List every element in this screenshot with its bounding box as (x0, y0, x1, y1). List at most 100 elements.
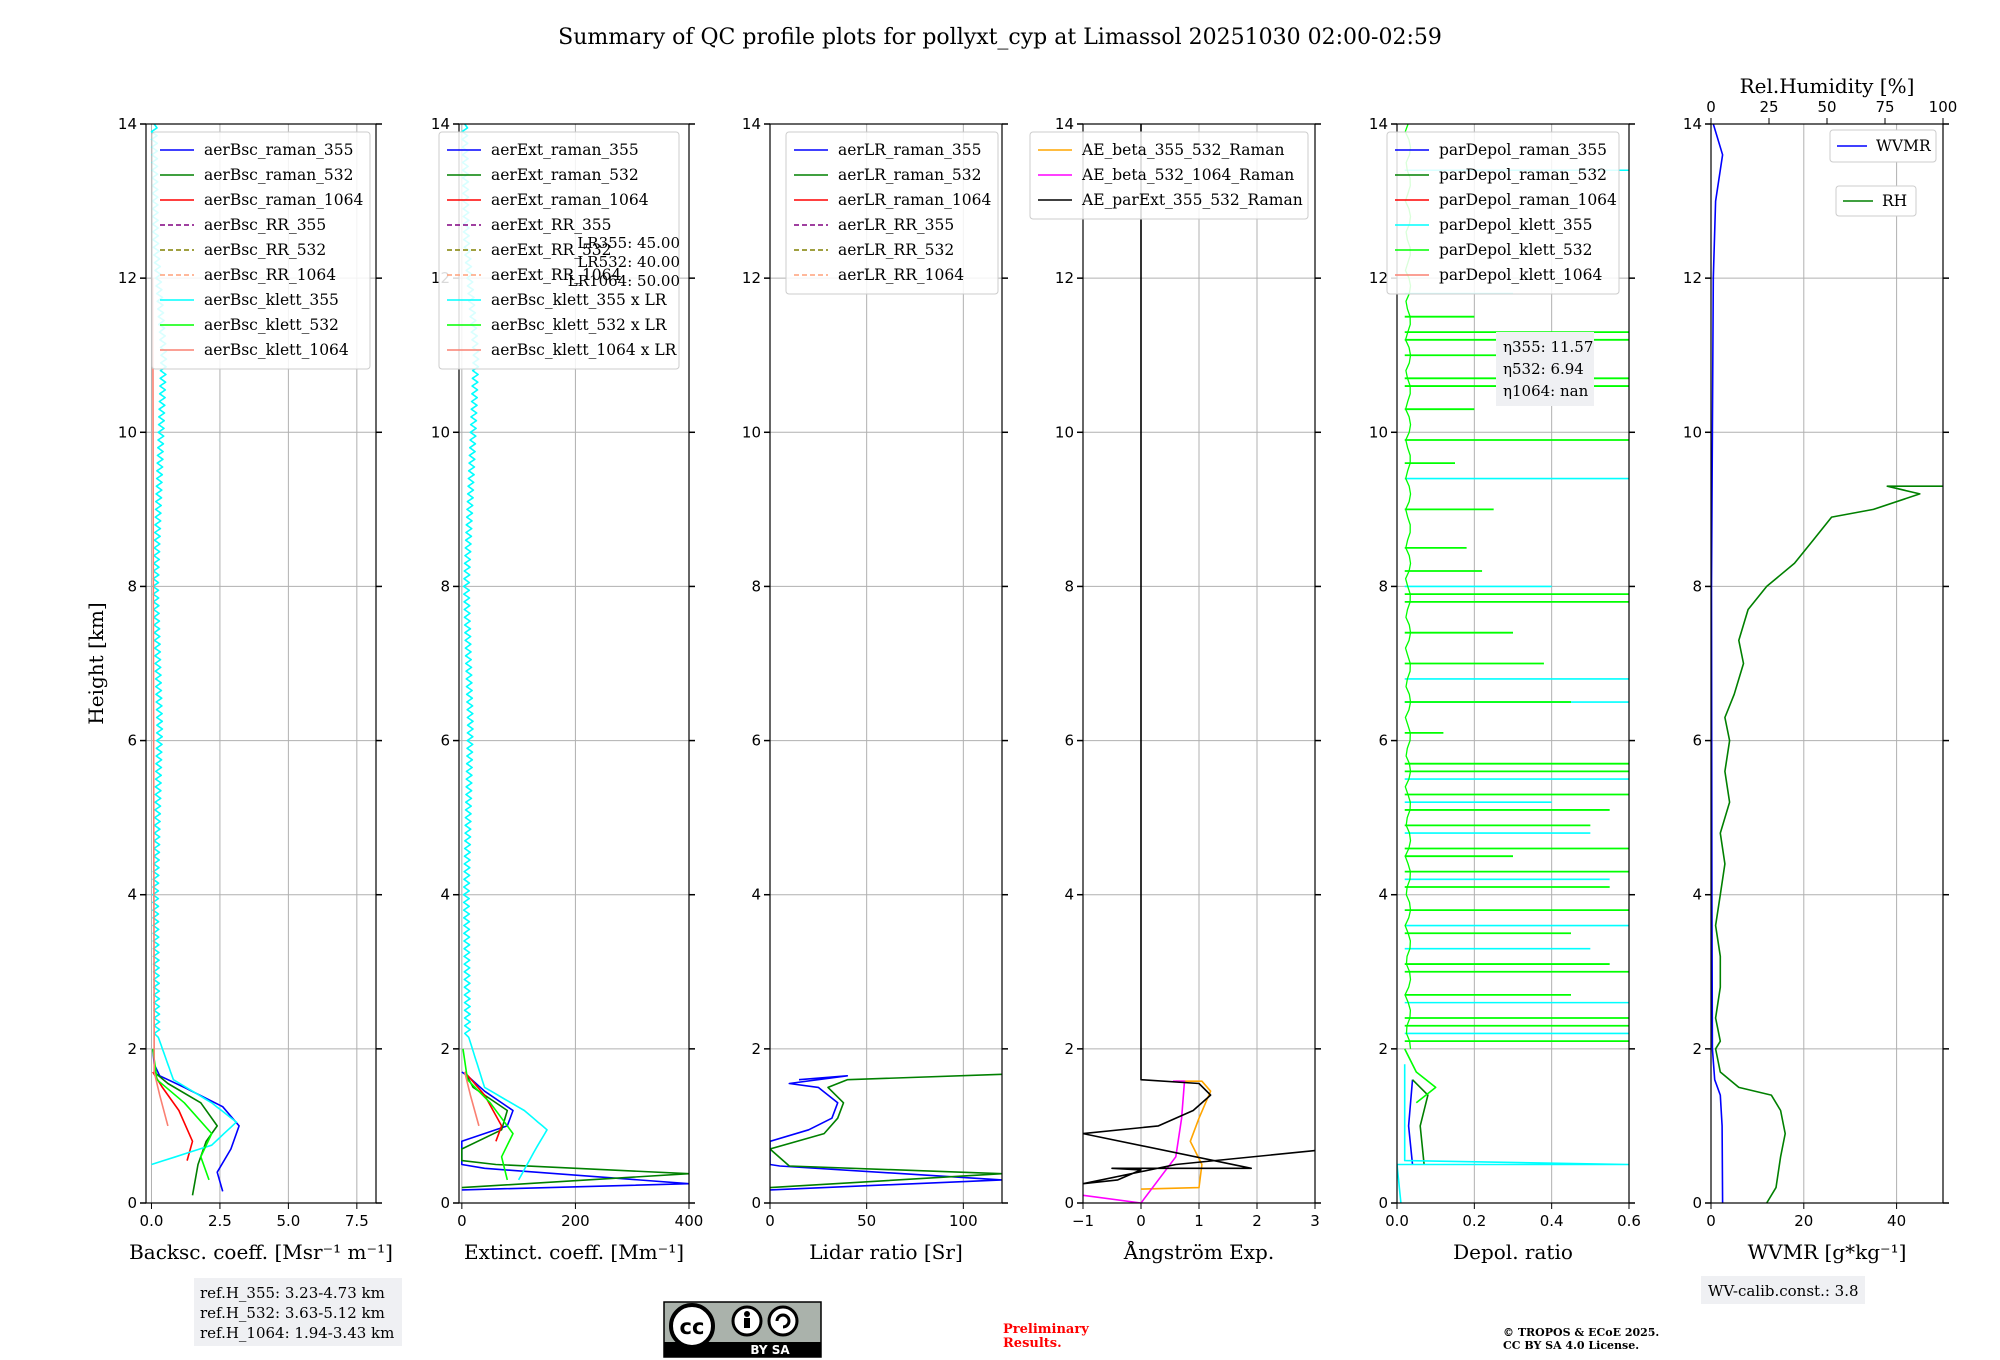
y-tick-label: 0 (1064, 1194, 1074, 1212)
y-tick-label: 14 (1683, 115, 1702, 133)
y-tick-label: 0 (440, 1194, 450, 1212)
legend-box (151, 131, 371, 370)
legend-label: parDepol_raman_1064 (1439, 191, 1617, 209)
legend-label: AE_beta_355_532_Raman (1081, 141, 1284, 159)
x-tick-label: 0.4 (1540, 1212, 1564, 1230)
x-tick-label: 1 (1194, 1212, 1204, 1230)
legend-label: aerExt_RR_1064 (491, 266, 622, 284)
cc-badge-label: BY SA (750, 1343, 790, 1357)
x-tick-label: 0.0 (140, 1212, 164, 1230)
eta-value: η1064: nan (1503, 382, 1589, 400)
legend-label: RH (1882, 192, 1907, 210)
y-tick-label: 4 (127, 886, 137, 904)
legend-label: aerExt_raman_532 (491, 166, 639, 184)
top-x-tick-label: 75 (1875, 98, 1894, 116)
legend-label: aerBsc_klett_532 x LR (491, 316, 668, 334)
y-tick-label: 14 (118, 115, 137, 133)
ref-h-1064: ref.H_1064: 1.94-3.43 km (200, 1324, 394, 1342)
y-tick-label: 2 (751, 1040, 761, 1058)
legend-box (1835, 185, 1917, 217)
y-tick-label: 12 (1055, 269, 1074, 287)
legend-box (438, 131, 680, 370)
axes-frame (1082, 123, 1316, 1204)
ref-height-note: ref.H_355: 3.23-4.73 km ref.H_532: 3.63-… (194, 1278, 402, 1346)
legend-label: aerLR_RR_1064 (838, 266, 964, 284)
legend-label: aerExt_raman_355 (491, 141, 639, 159)
legend-box (785, 131, 999, 295)
legend-rh: RH (1835, 185, 1917, 217)
y-tick-label: 0 (1692, 1194, 1702, 1212)
panel-water_vapor: 0 20 40 0 2 4 6 8 10 12 14 WVMR [g*kg⁻¹] 0 25 50 75 100 R… (1683, 74, 1957, 1264)
y-tick-label: 4 (1378, 886, 1388, 904)
lr-note: LR1064: 50.00 (568, 272, 680, 290)
y-tick-label: 14 (1369, 115, 1388, 133)
x-tick-label: 2 (1252, 1212, 1262, 1230)
y-tick-label: 12 (1683, 269, 1702, 287)
ref-h-355: ref.H_355: 3.23-4.73 km (200, 1284, 385, 1302)
x-tick-label: 0.6 (1617, 1212, 1641, 1230)
series-aerBsc_klett_532 x LR (462, 1048, 514, 1181)
x-tick-label: 200 (561, 1212, 590, 1230)
y-tick-label: 6 (1064, 732, 1074, 750)
top-x-tick-label: 25 (1759, 98, 1778, 116)
top-x-axis-label: Rel.Humidity [%] (1740, 74, 1915, 98)
axes-frame (458, 123, 690, 1204)
wv-calib-text: WV-calib.const.: 3.8 (1708, 1282, 1859, 1300)
y-tick-label: 0 (127, 1194, 137, 1212)
legend-label: aerBsc_klett_355 (204, 291, 339, 309)
attribution-icon-head (744, 1311, 750, 1317)
y-tick-label: 4 (1692, 886, 1702, 904)
y-tick-label: 8 (1378, 577, 1388, 595)
series-aerBsc_klett_1064 x LR (463, 1071, 480, 1127)
y-tick-label: 6 (1692, 732, 1702, 750)
y-tick-label: 6 (440, 732, 450, 750)
legend-label: aerBsc_klett_355 x LR (491, 291, 668, 309)
series-AE_beta_532_1064_Raman (1083, 1080, 1186, 1203)
legend-label: aerBsc_RR_532 (204, 241, 326, 259)
legend-label: aerBsc_raman_532 (204, 166, 354, 184)
legend: aerExt_raman_355 aerExt_raman_532 aerExt_r… (438, 131, 680, 370)
y-tick-label: 8 (1064, 577, 1074, 595)
legend-wvmr: WVMR (1829, 129, 1937, 163)
legend-box (1386, 131, 1620, 295)
series-aerLR_raman_532 (770, 1073, 1002, 1189)
series-RH (1714, 485, 1943, 1203)
ref-h-532: ref.H_532: 3.63-5.12 km (200, 1304, 385, 1322)
panel-backscatter: 0.0 2.5 5.0 7.5 0 2 4 6 8 10 12 14 Backsc. coeff. [M… (84, 115, 393, 1264)
series-parDepol_raman_532 (1411, 1079, 1429, 1165)
legend: aerBsc_raman_355 aerBsc_raman_532 aerBsc_r… (151, 131, 371, 370)
lr-note: LR532: 40.00 (577, 253, 680, 271)
axes-frame (769, 123, 1003, 1204)
y-tick-label: 14 (1055, 115, 1074, 133)
eta-box-bg (1496, 332, 1594, 406)
top-x-tick-label: 100 (1929, 98, 1958, 116)
y-tick-label: 2 (1064, 1040, 1074, 1058)
panel-depolarization: 0.0 0.2 0.4 0.6 0 2 4 6 8 10 12 14 Depol. ratio parDe… (1369, 115, 1641, 1264)
eta-value: η532: 6.94 (1503, 360, 1584, 378)
legend-label: parDepol_klett_532 (1439, 241, 1592, 259)
y-tick-label: 8 (1692, 577, 1702, 595)
legend-label: aerBsc_raman_355 (204, 141, 354, 159)
legend: AE_beta_355_532_Raman AE_beta_532_1064_Ra… (1029, 131, 1309, 220)
series-parDepol_raman_355 (1407, 1079, 1414, 1165)
axes-frame (1710, 123, 1944, 1204)
x-axis-label: Ångström Exp. (1123, 1239, 1274, 1264)
y-tick-label: 8 (440, 577, 450, 595)
series-aerBsc_raman_532 (153, 1071, 218, 1196)
y-tick-label: 2 (440, 1040, 450, 1058)
y-tick-label: 0 (1378, 1194, 1388, 1212)
x-tick-label: 0.0 (1385, 1212, 1409, 1230)
y-tick-label: 6 (1378, 732, 1388, 750)
x-axis-label: Depol. ratio (1453, 1240, 1573, 1264)
plot-area (1083, 124, 1315, 1203)
x-tick-label: 0 (1706, 1212, 1716, 1230)
eta-box: η355: 11.57 η532: 6.94 η1064: nan (1496, 332, 1594, 406)
series-aerBsc_klett_532 (152, 1048, 213, 1181)
y-tick-label: 10 (1683, 423, 1702, 441)
y-tick-label: 12 (1369, 269, 1388, 287)
y-tick-label: 8 (127, 577, 137, 595)
wv-calib-bg (1701, 1276, 1865, 1304)
share-alike-icon (767, 1305, 799, 1337)
